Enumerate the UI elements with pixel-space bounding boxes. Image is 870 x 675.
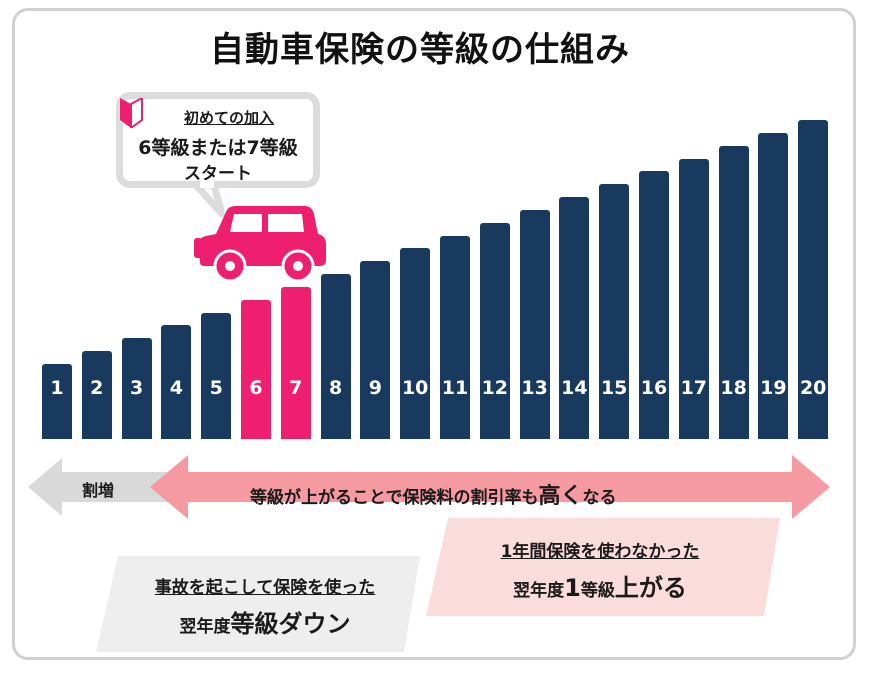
grade-bar-12: 12 (479, 222, 510, 439)
grade-bar-14: 14 (559, 197, 590, 439)
accident-text: 事故を起こして保険を使った 翌年度等級ダウン (115, 573, 415, 639)
discount-label-post: なる (582, 488, 617, 508)
grade-bar-11: 11 (440, 235, 470, 439)
bubble-line-first-enrollment: 初めての加入 (183, 109, 274, 127)
no-claim-text: 1年間保険を使わなかった 翌年度1等級上がる (450, 537, 750, 603)
grade-label-19: 19 (760, 376, 787, 399)
grade-bar-8: 8 (320, 274, 351, 439)
grade-bar-5: 5 (201, 312, 232, 439)
accident-pre: 翌年度 (179, 617, 231, 637)
no-claim-emph: 上がる (614, 574, 687, 602)
grade-label-17: 17 (680, 376, 708, 399)
grade-label-7: 7 (289, 376, 303, 399)
grade-label-11: 11 (441, 376, 469, 399)
grade-label-9: 9 (368, 376, 382, 399)
grade-label-13: 13 (521, 376, 548, 399)
grade-bar-7: 7 (280, 286, 311, 439)
no-claim-num: 1 (564, 574, 581, 602)
grade-bar-6: 6 (241, 299, 271, 439)
accident-emph: 等級ダウン (230, 610, 351, 638)
grade-label-16: 16 (640, 376, 668, 399)
page-title: 自動車保険の等級の仕組み (210, 30, 630, 70)
grade-bar-10: 10 (400, 248, 431, 439)
grade-label-4: 4 (169, 376, 183, 399)
grade-label-6: 6 (249, 376, 263, 399)
bubble-line-start: スタート (184, 164, 252, 184)
grade-label-3: 3 (129, 376, 144, 399)
grade-bar-19: 19 (758, 132, 789, 439)
grade-bar-1: 1 (42, 364, 72, 439)
grade-label-14: 14 (561, 376, 588, 399)
grade-label-12: 12 (481, 376, 509, 399)
grade-label-15: 15 (600, 376, 628, 399)
grade-bar-2: 2 (81, 351, 112, 439)
no-claim-pre: 翌年度 (513, 581, 565, 601)
grade-bar-17: 17 (678, 158, 709, 439)
bubble-line-start-grade: 6等級または7等級 (138, 137, 298, 159)
grade-label-8: 8 (328, 376, 343, 399)
grade-bar-16: 16 (639, 171, 669, 439)
grade-bar-15: 15 (599, 184, 630, 439)
penalty-arrow (28, 458, 170, 516)
accident-line2: 翌年度等級ダウン (115, 604, 415, 639)
grade-bar-13: 13 (519, 209, 550, 439)
car-icon (194, 206, 326, 283)
no-claim-mid: 等級 (580, 581, 615, 601)
grade-bar-4: 4 (161, 325, 192, 439)
speech-bubble: 初めての加入 6等級または7等級 スタート (116, 92, 320, 188)
beginner-leaf-icon (120, 98, 143, 128)
grade-label-10: 10 (401, 376, 429, 399)
no-claim-line2: 翌年度1等級上がる (450, 568, 750, 603)
no-claim-line1: 1年間保険を使わなかった (500, 542, 700, 562)
penalty-label: 割増 (82, 481, 115, 500)
gray-info-box (96, 556, 420, 652)
discount-label: 等級が上がることで保険料の割引率も高くなる (250, 478, 617, 510)
grade-bar-9: 9 (360, 261, 391, 439)
pink-info-box (426, 518, 780, 616)
grade-label-5: 5 (209, 376, 223, 399)
grade-bar-20: 20 (798, 120, 829, 439)
discount-label-pre: 等級が上がることで保険料の割引率も (250, 488, 539, 508)
grade-label-2: 2 (90, 376, 104, 399)
discount-label-emph: 高く (538, 484, 583, 509)
grade-bar-3: 3 (121, 338, 152, 439)
accident-line1: 事故を起こして保険を使った (154, 578, 376, 598)
grade-label-20: 20 (799, 377, 827, 399)
grade-bar-18: 18 (718, 145, 749, 439)
grade-label-1: 1 (50, 377, 64, 399)
discount-arrow (150, 455, 830, 519)
grade-label-18: 18 (720, 376, 747, 399)
